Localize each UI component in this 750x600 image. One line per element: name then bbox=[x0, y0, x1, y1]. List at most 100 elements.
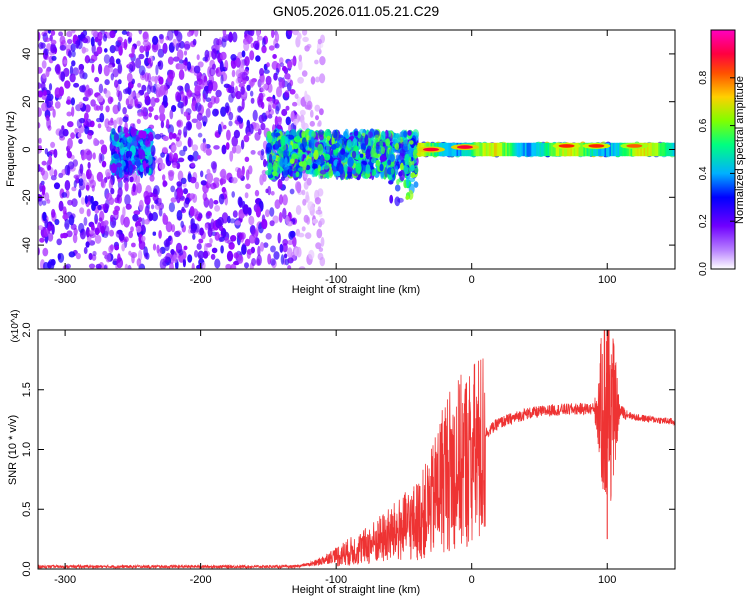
spectrogram-band-cell bbox=[641, 142, 644, 157]
spectrogram-cell bbox=[89, 229, 95, 235]
y-tick-label: 0.0 bbox=[21, 561, 33, 576]
spectrogram-cell bbox=[76, 118, 83, 129]
spectrogram-cell bbox=[272, 170, 278, 177]
spectrogram-cell bbox=[171, 254, 179, 264]
spectrogram-band-cell bbox=[575, 142, 578, 157]
spectrogram-band-cell bbox=[555, 142, 558, 157]
spectrogram-cell bbox=[389, 148, 393, 155]
spectrogram-band-cell bbox=[516, 142, 519, 157]
spectrogram-cell bbox=[317, 252, 324, 261]
spectrogram-cell bbox=[118, 142, 124, 151]
spectrogram-cell bbox=[138, 65, 146, 76]
spectrogram-band-cell bbox=[497, 142, 500, 157]
spectrogram-cell bbox=[282, 149, 290, 157]
spectrogram-band-cell bbox=[503, 142, 506, 157]
spectrogram-cell bbox=[133, 210, 141, 216]
spectrogram-cell bbox=[83, 246, 88, 255]
spectrogram-cell bbox=[198, 212, 203, 219]
spectrogram-cell bbox=[113, 132, 120, 142]
spectrogram-cell bbox=[312, 170, 316, 177]
spectrogram-cell bbox=[136, 118, 141, 124]
spectrogram-cell bbox=[123, 165, 130, 175]
spectrogram-cell bbox=[202, 192, 208, 202]
spectrogram-cell bbox=[225, 142, 230, 150]
spectrogram-y-axis: -40 -20 0 20 40 bbox=[21, 48, 675, 253]
spectrogram-cell bbox=[39, 182, 43, 193]
spectrogram-cell bbox=[301, 137, 307, 149]
spectrogram-cell bbox=[244, 156, 250, 162]
spectrogram-band-cell bbox=[524, 142, 527, 157]
spectrogram-cell bbox=[302, 160, 307, 171]
spectrogram-cell bbox=[191, 262, 195, 269]
spectrogram-cell bbox=[71, 50, 76, 58]
spectrogram-cell bbox=[212, 162, 217, 174]
spectrogram-cell bbox=[107, 120, 115, 126]
spectrogram-x-axis: -300 -200 -100 0 100 bbox=[54, 30, 616, 286]
x-tick-label: 0 bbox=[469, 574, 475, 586]
spectrogram-cell bbox=[166, 30, 174, 41]
spectrogram-cell bbox=[183, 188, 188, 195]
spectrogram-cell bbox=[98, 152, 103, 164]
spectrogram-cell bbox=[64, 218, 70, 230]
spectrogram-region bbox=[38, 30, 298, 269]
spectrogram-cell bbox=[202, 93, 206, 103]
spectrogram-cell bbox=[41, 102, 48, 112]
spectrogram-cell bbox=[409, 140, 414, 145]
spectrogram-cell bbox=[309, 120, 315, 127]
spectrogram-cell bbox=[308, 249, 315, 260]
spectrogram-band-cell bbox=[654, 142, 657, 157]
spectrogram-band-cell bbox=[606, 142, 609, 157]
spectrogram-cell bbox=[311, 163, 318, 169]
spectrogram-cell bbox=[262, 37, 266, 47]
spectrogram-band-cell bbox=[484, 142, 487, 157]
spectrogram-cell bbox=[302, 30, 308, 36]
spectrogram-cell bbox=[237, 254, 244, 264]
spectrogram-cell bbox=[128, 231, 133, 239]
spectrogram-cell bbox=[117, 79, 122, 85]
spectrogram-cell bbox=[38, 164, 41, 173]
spectrogram-cell bbox=[295, 171, 300, 178]
spectrogram-cell bbox=[317, 38, 322, 45]
spectrogram-cell bbox=[53, 148, 58, 158]
spectrogram-band-cell bbox=[544, 142, 547, 157]
spectrogram-band-cell bbox=[589, 142, 592, 157]
spectrogram-cell bbox=[148, 133, 154, 142]
spectrogram-cell bbox=[162, 174, 166, 181]
spectrogram-cell bbox=[116, 257, 124, 269]
spectrogram-cell bbox=[169, 109, 174, 120]
spectrogram-cell bbox=[294, 158, 298, 164]
spectrogram-cell bbox=[171, 105, 177, 112]
spectrogram-cell bbox=[241, 50, 246, 58]
spectrogram-cell bbox=[154, 75, 158, 85]
spectrogram-band-cell bbox=[586, 142, 589, 157]
spectrogram-band-cell bbox=[656, 142, 659, 157]
spectrogram-cell bbox=[129, 164, 133, 174]
spectrogram-cell bbox=[268, 45, 275, 51]
spectrogram-cell bbox=[97, 31, 103, 42]
colorbar-axis: 0.0 0.2 0.4 0.6 0.8 bbox=[698, 70, 735, 276]
snr-y-axis: 0.0 0.5 1.0 1.5 2.0 bbox=[21, 322, 675, 577]
spectrogram-cell bbox=[98, 83, 104, 94]
spectrogram-marks bbox=[38, 30, 675, 269]
spectrogram-cell bbox=[163, 103, 168, 109]
spectrogram-cell bbox=[271, 30, 275, 38]
spectrogram-band-cell bbox=[495, 142, 498, 157]
spectrogram-band-cell bbox=[559, 142, 561, 157]
spectrogram-cell bbox=[176, 181, 183, 187]
spectrogram-band-cell bbox=[511, 142, 514, 157]
spectrogram-cell bbox=[192, 193, 198, 203]
spectrogram-cell bbox=[105, 192, 113, 201]
spectrogram-cell bbox=[71, 30, 76, 34]
spectrogram-cell bbox=[289, 79, 294, 87]
spectrogram-cell bbox=[97, 123, 102, 129]
spectrogram-cell bbox=[370, 157, 377, 164]
spectrogram-cell bbox=[42, 211, 47, 222]
spectrogram-cell bbox=[137, 148, 143, 156]
spectrogram-cell bbox=[91, 184, 95, 192]
spectrogram-cell bbox=[38, 107, 42, 117]
spectrogram-band-cell bbox=[480, 142, 483, 157]
spectrogram-cell bbox=[223, 124, 227, 130]
spectrogram-band-cell bbox=[659, 142, 662, 157]
spectrogram-cell bbox=[239, 232, 245, 243]
spectrogram-cell bbox=[90, 54, 98, 62]
